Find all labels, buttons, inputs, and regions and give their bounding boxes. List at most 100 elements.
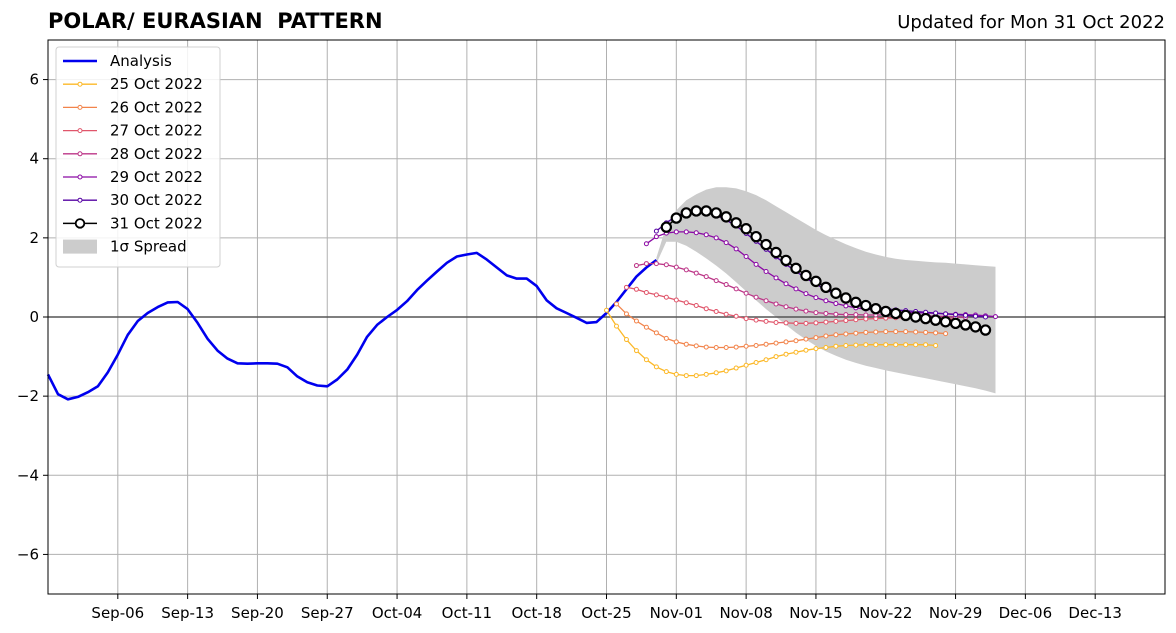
legend-marker: [77, 104, 83, 110]
forecast-point: [913, 329, 919, 335]
forecast-point: [903, 329, 909, 335]
forecast-point: [813, 295, 819, 301]
forecast-point: [773, 320, 779, 326]
forecast-point: [633, 348, 639, 354]
latest-point: [860, 299, 872, 312]
legend-entry: 31 Oct 2022: [63, 214, 203, 232]
forecast-point: [733, 286, 739, 292]
forecast-point: [663, 335, 669, 341]
forecast-point: [773, 354, 779, 360]
forecast-line: [616, 303, 946, 349]
forecast-point: [992, 314, 998, 320]
forecast-point: [733, 365, 739, 371]
forecast-point: [743, 290, 749, 296]
forecast-point: [753, 294, 759, 300]
forecast-point: [753, 360, 759, 366]
forecast-point: [723, 344, 729, 350]
forecast-point: [763, 318, 769, 324]
forecast-point: [843, 312, 849, 318]
updated-date: Updated for Mon 31 Oct 2022: [897, 12, 1165, 33]
forecast-point: [723, 368, 729, 374]
forecast-point: [693, 270, 699, 276]
y-tick-label: 0: [29, 308, 39, 326]
legend-box: [55, 46, 221, 268]
forecast-point: [723, 282, 729, 288]
forecast-point: [813, 335, 819, 341]
latest-point: [690, 205, 702, 217]
latest-point: [670, 212, 683, 224]
forecast-line: [605, 309, 936, 377]
y-tick-label: 4: [29, 150, 39, 168]
forecast-point: [793, 286, 799, 292]
forecast-point: [653, 234, 659, 240]
latest-point: [969, 321, 982, 333]
forecast-point: [883, 329, 889, 335]
forecast-point: [843, 331, 849, 337]
forecast-point: [653, 330, 659, 336]
forecast-point: [743, 362, 749, 368]
forecast-point: [693, 373, 699, 379]
latest-point: [710, 207, 722, 219]
latest-point: [929, 314, 942, 326]
y-tick-label: 2: [29, 229, 39, 247]
latest-point: [880, 305, 892, 318]
forecast-point: [863, 312, 869, 318]
forecast-point: [643, 289, 649, 295]
forecast-point: [773, 340, 779, 346]
latest-point: [680, 207, 692, 219]
forecast-point: [843, 303, 849, 309]
forecast-point: [813, 346, 819, 352]
forecast-point: [683, 267, 689, 273]
legend-label: 25 Oct 2022: [110, 75, 203, 93]
latest-point: [850, 296, 862, 309]
forecast-point: [823, 333, 829, 339]
legend-entry: 26 Oct 2022: [63, 98, 203, 116]
latest-point: [770, 246, 782, 259]
forecast-point: [763, 357, 769, 363]
latest-series: [660, 205, 992, 336]
latest-point: [949, 317, 962, 330]
forecast-point: [803, 291, 809, 297]
forecast-point: [733, 246, 739, 252]
latest-point: [750, 230, 762, 243]
forecast-point: [713, 235, 719, 241]
latest-point: [840, 292, 852, 304]
analysis-line: [46, 251, 658, 401]
legend-marker: [74, 218, 86, 229]
latest-point: [720, 211, 732, 223]
forecast-point: [643, 324, 649, 330]
forecast-point: [943, 311, 949, 317]
y-tick-label: −2: [17, 387, 39, 405]
forecast-point: [813, 310, 819, 316]
forecast-point: [793, 306, 799, 312]
forecast-point: [763, 298, 769, 304]
forecast-point: [873, 329, 879, 335]
y-tick-label: −6: [17, 545, 39, 563]
forecast-point: [833, 311, 839, 317]
forecast-point: [913, 342, 919, 348]
latest-point: [820, 281, 832, 294]
latest-point: [890, 307, 902, 320]
forecast-point: [653, 364, 659, 370]
forecast-point: [753, 317, 759, 323]
x-tick-label: Sep-27: [301, 604, 354, 622]
latest-point: [800, 269, 812, 282]
forecast-point: [823, 298, 829, 304]
forecast-point: [623, 284, 629, 290]
latest-point: [780, 254, 792, 267]
forecast-point: [673, 339, 679, 345]
forecast-point: [833, 343, 839, 349]
legend-entry: 28 Oct 2022: [63, 145, 203, 163]
forecast-point: [743, 343, 749, 349]
forecast-point: [833, 332, 839, 338]
x-tick-label: Nov-08: [719, 604, 772, 622]
latest-point: [909, 311, 922, 323]
chart-title: POLAR/ EURASIAN PATTERN: [48, 9, 383, 33]
forecast-point: [733, 344, 739, 350]
forecast-point: [763, 341, 769, 347]
legend-entry: 30 Oct 2022: [63, 191, 203, 209]
forecast-point: [803, 308, 809, 314]
legend-label: Analysis: [110, 52, 172, 70]
forecast-point: [703, 274, 709, 280]
